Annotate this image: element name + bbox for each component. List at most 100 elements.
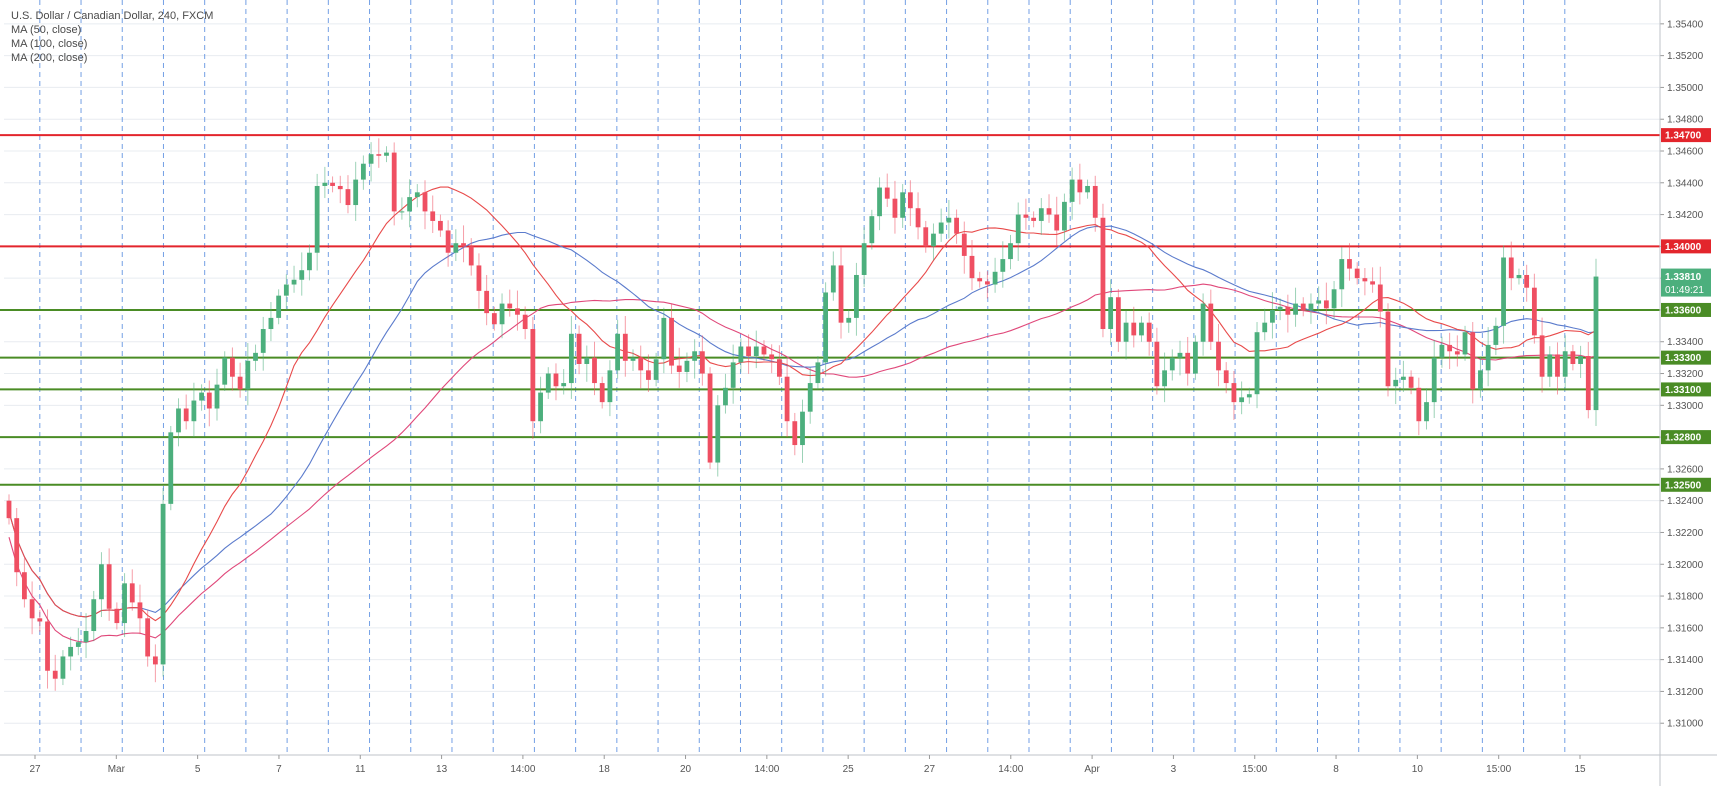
level-label-bg (1661, 430, 1711, 445)
ma50-legend: MA (50, close) (11, 24, 82, 36)
candle-body (984, 281, 990, 285)
candle-body (1192, 341, 1198, 374)
ma200-legend: MA (200, close) (11, 52, 88, 64)
y-tick-label: 1.32400 (1667, 496, 1704, 507)
candle-body (322, 182, 328, 186)
candle-body (222, 357, 228, 385)
candle-body (268, 317, 274, 330)
candle-body (1216, 341, 1221, 371)
candle-body (414, 192, 420, 198)
candlesticks (6, 138, 1599, 691)
candle-body (1347, 259, 1352, 269)
candle-body (800, 411, 805, 446)
candle-body (407, 197, 413, 212)
candle-body (1408, 376, 1414, 388)
candle-body (746, 346, 751, 357)
candle-body (1293, 303, 1298, 315)
candle-body (1169, 357, 1175, 371)
y-tick-label: 1.31000 (1667, 719, 1704, 730)
candle-body (1447, 344, 1453, 352)
x-tick-label: 13 (436, 764, 448, 775)
candle-body (330, 182, 335, 186)
x-tick-label: Apr (1084, 764, 1100, 775)
candle-body (1131, 322, 1137, 336)
level-label-bg (1661, 477, 1711, 492)
candle-body (907, 192, 913, 209)
level-label: 1.32800 (1665, 433, 1702, 444)
candle-body (1270, 309, 1275, 323)
candle-body (823, 292, 829, 363)
candle-body (391, 152, 397, 212)
y-tick-label: 1.35400 (1667, 19, 1704, 30)
candle-body (1516, 274, 1522, 279)
candle-body (653, 359, 659, 380)
candle-body (1092, 185, 1098, 218)
candle-body (1108, 297, 1114, 330)
candle-body (753, 346, 759, 357)
candle-body (1223, 370, 1229, 384)
x-tick-label: 18 (599, 764, 611, 775)
x-tick-label: 27 (29, 764, 41, 775)
candle-body (1262, 322, 1268, 333)
candle-body (1562, 351, 1568, 377)
candle-body (1277, 306, 1283, 310)
candle-body (376, 154, 382, 156)
candle-body (815, 362, 821, 384)
candle-body (1054, 214, 1060, 231)
candle-body (1585, 356, 1591, 411)
candle-body (877, 187, 882, 217)
candle-body (522, 314, 528, 330)
y-tick-label: 1.31400 (1667, 655, 1704, 666)
candle-body (769, 354, 775, 360)
candle-body (507, 303, 513, 309)
x-tick-label: 14:00 (998, 764, 1023, 775)
ma200-line (8, 283, 1597, 643)
y-tick-label: 1.34600 (1667, 147, 1704, 158)
candle-body (684, 360, 690, 372)
level-label: 1.33300 (1665, 353, 1702, 364)
level-label: 1.33100 (1665, 385, 1702, 396)
candle-body (1154, 341, 1160, 387)
candle-body (630, 357, 636, 361)
candle-body (830, 265, 836, 293)
candle-body (1339, 259, 1345, 290)
candle-body (1177, 352, 1183, 358)
candle-body (846, 317, 852, 323)
candle-body (307, 252, 312, 271)
candle-body (1331, 289, 1337, 309)
candle-body (353, 179, 359, 206)
candle-body (622, 333, 628, 361)
candle-body (1547, 354, 1553, 377)
candle-body (1123, 322, 1129, 342)
candle-body (237, 376, 243, 390)
candle-body (176, 408, 181, 433)
y-tick-label: 1.31200 (1667, 687, 1704, 698)
candle-body (75, 642, 81, 647)
level-label-bg (1661, 350, 1711, 365)
candle-body (37, 618, 43, 622)
candle-body (900, 192, 906, 218)
candle-body (869, 216, 875, 244)
y-tick-label: 1.32200 (1667, 528, 1704, 539)
y-tick-label: 1.33000 (1667, 401, 1704, 412)
candle-body (468, 246, 474, 266)
candle-body (1069, 179, 1075, 202)
candle-body (137, 602, 143, 619)
candle-body (1208, 303, 1214, 342)
level-label-bg (1661, 382, 1711, 397)
candle-body (954, 217, 959, 234)
candle-body (1431, 357, 1437, 403)
candle-body (191, 400, 197, 422)
candle-body (438, 220, 443, 231)
candle-body (1162, 370, 1167, 387)
candle-body (576, 333, 582, 364)
moving-averages (8, 186, 1597, 643)
chart-legend: U.S. Dollar / Canadian Dollar, 240, FXCM… (11, 9, 213, 65)
candle-body (122, 583, 127, 624)
candle-body (776, 359, 782, 377)
candle-body (515, 308, 520, 315)
candle-body (1416, 387, 1422, 422)
candle-body (14, 518, 20, 573)
